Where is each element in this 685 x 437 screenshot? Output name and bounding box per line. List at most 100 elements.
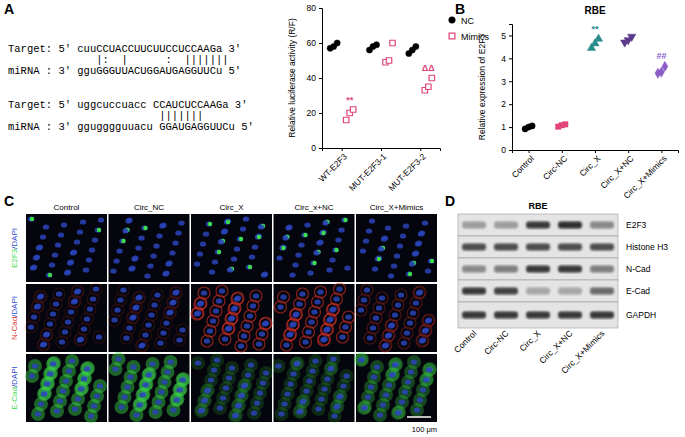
nucleus: [342, 324, 348, 329]
nucleus: [35, 303, 41, 308]
nucleus: [234, 296, 240, 301]
nucleus: [330, 306, 336, 311]
nucleus: [336, 286, 342, 291]
nucleus: [371, 374, 377, 379]
nucleus: [262, 321, 268, 326]
tick-mark: [509, 35, 512, 36]
nucleus: [370, 325, 376, 330]
nucleus: [173, 397, 179, 402]
data-point: [334, 40, 340, 46]
blot-strip: [458, 302, 618, 328]
nucleus: [78, 386, 84, 391]
nucleus: [128, 266, 134, 271]
nucleus: [419, 338, 425, 343]
nucleus: [281, 401, 287, 406]
data-point: [390, 40, 395, 45]
nucleus: [152, 409, 158, 414]
micrograph-background: [356, 354, 437, 422]
nucleus: [282, 235, 288, 240]
cell-signal: [225, 361, 239, 375]
cell-signal: [272, 359, 286, 373]
nucleus: [215, 249, 221, 254]
panel-label: A: [4, 1, 14, 17]
nucleus: [331, 413, 337, 418]
nucleus: [50, 361, 56, 366]
cell-signal: [343, 218, 347, 222]
nucleus: [381, 236, 387, 241]
nucleus: [392, 312, 398, 317]
nucleus: [263, 320, 269, 325]
cell-signal: [413, 287, 425, 299]
nucleus: [402, 389, 408, 394]
nucleus: [63, 378, 69, 383]
nucleus: [340, 383, 346, 388]
tick-mark: [342, 148, 343, 151]
y-axis: 020406080: [307, 3, 323, 153]
micrograph: [354, 352, 437, 422]
nucleus: [311, 309, 317, 314]
nucleus: [213, 308, 219, 313]
annotations: **ΔΔ: [346, 63, 435, 105]
nucleus: [70, 250, 76, 255]
nucleus: [232, 305, 238, 310]
micrograph: [272, 352, 355, 423]
nucleus: [74, 239, 80, 244]
nucleus: [259, 331, 265, 336]
nucleus: [217, 405, 223, 410]
panel-label: D: [445, 193, 455, 209]
nucleus: [400, 233, 406, 238]
tick: 40: [307, 73, 322, 83]
nucleus: [35, 411, 41, 416]
nucleus: [129, 265, 135, 270]
nucleus: [67, 260, 73, 265]
nucleus: [332, 247, 338, 252]
cell-signal: [389, 357, 403, 371]
blot-band: [526, 312, 550, 319]
nucleus: [38, 293, 44, 298]
nucleus: [385, 333, 391, 338]
nucleus: [43, 224, 49, 229]
nucleus: [425, 268, 431, 273]
blot-band: [526, 288, 550, 295]
cell-signal: [200, 384, 214, 398]
nucleus: [411, 359, 417, 364]
nucleus: [211, 367, 217, 372]
nucleus: [54, 408, 60, 413]
cell-signal: [121, 239, 125, 243]
nucleus: [194, 261, 200, 266]
nucleus: [50, 311, 56, 316]
nucleus: [304, 222, 310, 227]
band-label: GAPDH: [626, 310, 656, 320]
tick-mark: [509, 127, 512, 128]
band-label: N-Cad: [626, 264, 651, 274]
nucleus: [147, 263, 153, 268]
nucleus: [383, 342, 389, 347]
nucleus: [44, 331, 50, 336]
axis-title: Relative expression of E2F3: [477, 34, 487, 141]
nucleus: [313, 250, 319, 255]
cell-signal: [194, 298, 206, 310]
axis-line: [513, 151, 679, 154]
nucleus: [68, 309, 74, 314]
nucleus: [207, 328, 213, 333]
cell-signal: [237, 379, 251, 393]
cell-signal: [259, 366, 273, 380]
cell-signal: [327, 304, 339, 316]
nucleus: [382, 235, 388, 240]
nucleus: [112, 366, 118, 371]
legend-symbol: [449, 33, 455, 39]
nucleus: [241, 333, 247, 338]
blot-strip: [458, 280, 618, 302]
x-axis: ControlCirc-NCCirc_XCirc_X+NCCirc_X+Mimi…: [510, 150, 679, 201]
nucleus: [289, 322, 295, 327]
nucleus: [60, 388, 66, 393]
nucleus: [66, 368, 72, 373]
tick-mark: [420, 148, 421, 151]
cell-signal: [391, 406, 405, 420]
nucleus: [234, 246, 240, 251]
nucleus: [95, 227, 101, 232]
nucleus: [32, 363, 38, 368]
tick: Circ_X+Mimics: [621, 150, 668, 201]
nucleus: [197, 251, 203, 256]
micrograph: [25, 283, 107, 352]
